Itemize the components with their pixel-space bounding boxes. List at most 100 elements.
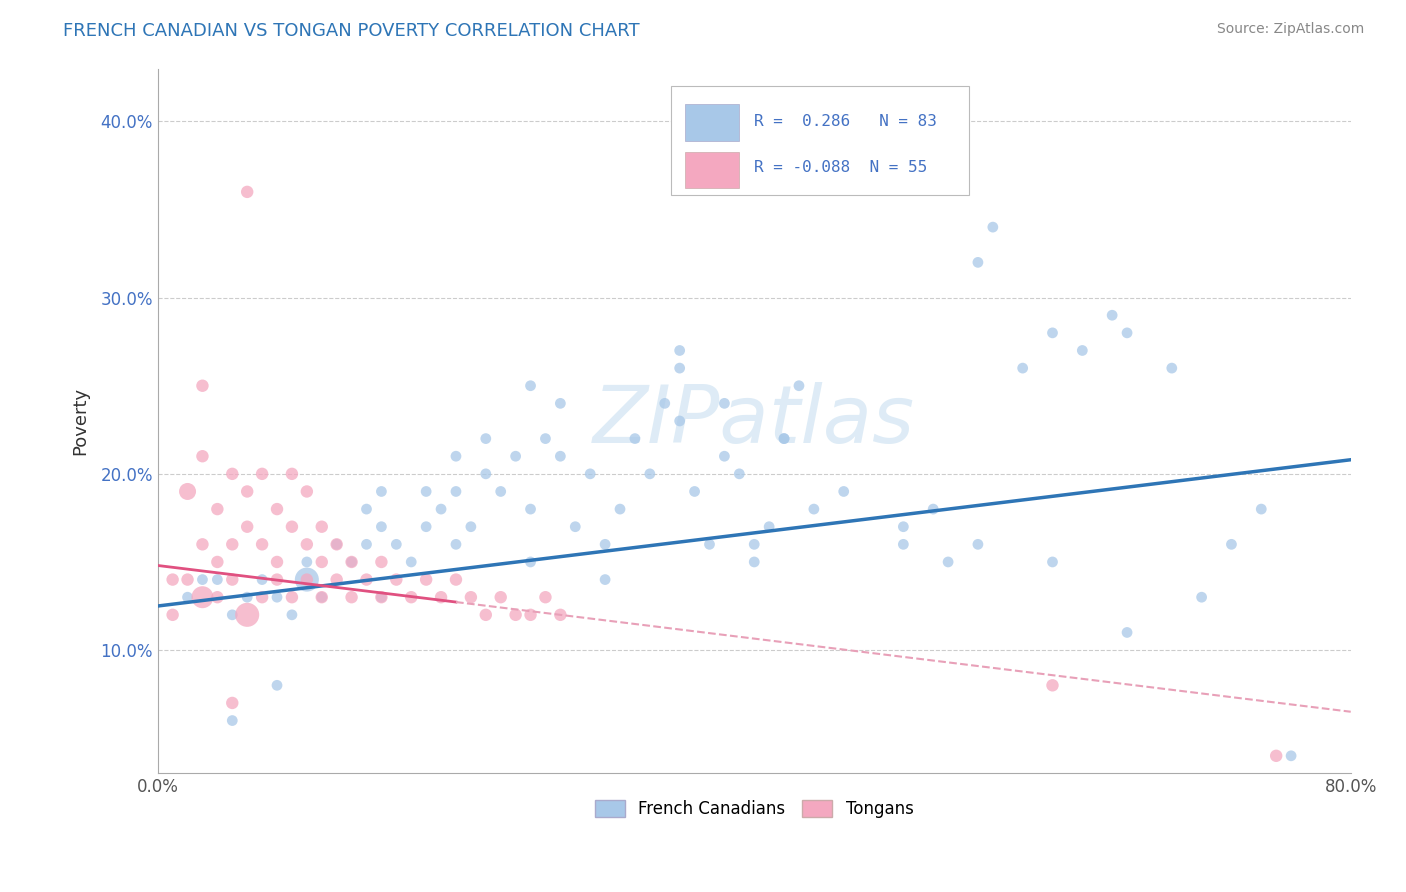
Point <box>773 432 796 446</box>
Point <box>191 378 214 392</box>
Point <box>266 555 288 569</box>
Text: FRENCH CANADIAN VS TONGAN POVERTY CORRELATION CHART: FRENCH CANADIAN VS TONGAN POVERTY CORREL… <box>63 22 640 40</box>
Point <box>519 378 541 392</box>
Point <box>295 484 318 499</box>
Point <box>281 519 304 533</box>
Point <box>370 484 392 499</box>
Point <box>221 696 243 710</box>
Point <box>534 432 557 446</box>
Point <box>236 484 259 499</box>
Point <box>311 591 333 605</box>
Point <box>250 537 273 551</box>
Point <box>519 502 541 516</box>
Point <box>550 607 572 622</box>
Point <box>967 255 990 269</box>
Point <box>742 537 765 551</box>
Point <box>505 607 527 622</box>
Point <box>668 414 690 428</box>
Point <box>295 573 318 587</box>
Point <box>356 502 378 516</box>
Point <box>1220 537 1243 551</box>
Point <box>176 591 198 605</box>
Point <box>250 573 273 587</box>
Point <box>191 591 214 605</box>
Point <box>1042 678 1064 692</box>
Point <box>475 432 498 446</box>
Point <box>250 591 273 605</box>
Point <box>742 555 765 569</box>
Text: Source: ZipAtlas.com: Source: ZipAtlas.com <box>1216 22 1364 37</box>
Point <box>191 573 214 587</box>
Point <box>191 449 214 463</box>
Point <box>1250 502 1272 516</box>
Point <box>936 555 959 569</box>
Point <box>311 591 333 605</box>
Point <box>399 555 422 569</box>
Point <box>370 591 392 605</box>
Point <box>728 467 751 481</box>
Point <box>236 591 259 605</box>
Point <box>207 555 229 569</box>
Point <box>281 467 304 481</box>
Point <box>1116 326 1139 340</box>
Point <box>221 467 243 481</box>
Point <box>1011 361 1033 376</box>
Point <box>668 361 690 376</box>
Point <box>1191 591 1213 605</box>
Point <box>266 591 288 605</box>
Point <box>1309 784 1331 798</box>
Point <box>415 573 437 587</box>
Point <box>519 555 541 569</box>
Text: ZIPatlas: ZIPatlas <box>593 382 915 460</box>
Point <box>176 573 198 587</box>
Point <box>505 449 527 463</box>
Point <box>281 607 304 622</box>
Point <box>250 467 273 481</box>
Point <box>370 555 392 569</box>
Point <box>593 537 616 551</box>
Point <box>295 537 318 551</box>
Point <box>207 573 229 587</box>
Point <box>444 449 467 463</box>
Point <box>176 484 198 499</box>
Point <box>221 537 243 551</box>
Text: R = -0.088  N = 55: R = -0.088 N = 55 <box>754 160 928 175</box>
Text: R =  0.286   N = 83: R = 0.286 N = 83 <box>754 114 938 128</box>
Point <box>981 220 1004 235</box>
Point <box>340 555 363 569</box>
Point <box>609 502 631 516</box>
Point <box>893 519 915 533</box>
Point <box>832 484 855 499</box>
Point <box>221 607 243 622</box>
Point <box>579 467 602 481</box>
Point <box>773 432 796 446</box>
Point <box>162 573 184 587</box>
Point <box>1071 343 1094 358</box>
Point <box>236 519 259 533</box>
Point <box>624 432 647 446</box>
Y-axis label: Poverty: Poverty <box>72 387 89 455</box>
FancyBboxPatch shape <box>685 152 738 188</box>
Point <box>1160 361 1182 376</box>
Point <box>758 519 780 533</box>
Point <box>221 714 243 728</box>
Point <box>713 449 735 463</box>
Point <box>550 449 572 463</box>
Point <box>295 555 318 569</box>
Point <box>266 678 288 692</box>
Point <box>340 591 363 605</box>
Point <box>699 537 721 551</box>
Point <box>1101 308 1123 322</box>
Point <box>1116 625 1139 640</box>
Point <box>444 484 467 499</box>
Point <box>295 573 318 587</box>
Point <box>236 607 259 622</box>
Point <box>489 484 512 499</box>
Point <box>713 396 735 410</box>
Point <box>430 502 453 516</box>
Point <box>967 537 990 551</box>
Point <box>207 591 229 605</box>
Point <box>325 573 347 587</box>
Point <box>325 537 347 551</box>
Point <box>236 185 259 199</box>
